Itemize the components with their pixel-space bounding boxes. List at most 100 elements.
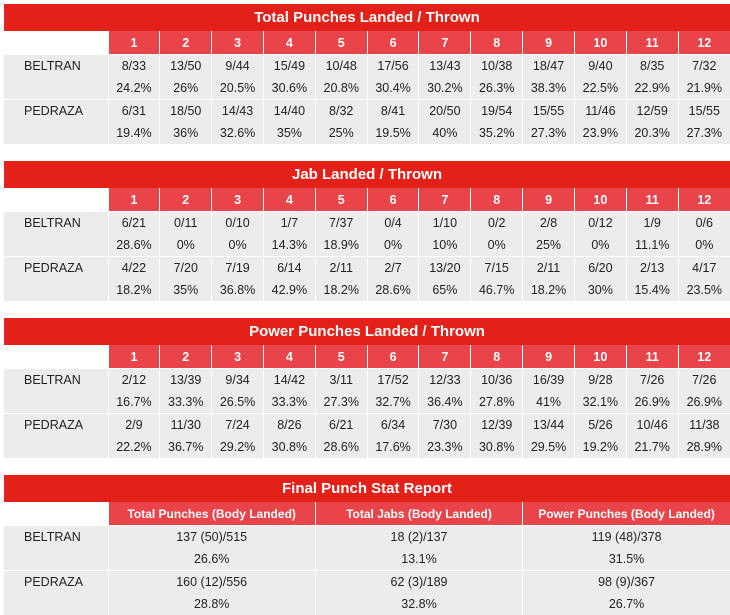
- stat-cell: 18 (2)/137: [314, 525, 523, 548]
- landed-thrown-cell: 12/59: [625, 99, 679, 122]
- round-number: 1: [107, 31, 160, 55]
- landed-thrown-cell: 0/10: [211, 211, 264, 234]
- landed-thrown-cell: 10/36: [470, 368, 523, 391]
- pct-cell: 11.1%: [625, 234, 679, 257]
- round-number: 7: [418, 345, 471, 369]
- pct-cell: 35%: [159, 279, 212, 301]
- pct-cell: 38.3%: [522, 77, 575, 100]
- round-number: 10: [573, 188, 627, 212]
- stat-cell: 137 (50)/515: [107, 525, 316, 548]
- landed-thrown-cell: 6/34: [366, 413, 419, 436]
- pct-cell: 10%: [418, 234, 471, 257]
- final-report-table: Total Punches (Body Landed) Total Jabs (…: [4, 502, 730, 615]
- landed-thrown-cell: 6/31: [107, 99, 160, 122]
- pct-cell: 26%: [159, 77, 212, 100]
- round-number: 2: [159, 31, 212, 55]
- pct-cell: 42.9%: [262, 279, 316, 301]
- landed-thrown-cell: 0/4: [366, 211, 419, 234]
- pct-cell: 28.6%: [366, 279, 419, 301]
- header-total-punches: Total Punches (Body Landed): [107, 502, 316, 526]
- beltran-landed-row: BELTRAN 8/33 13/50 9/44 15/49 10/48 17/56 13/43…: [4, 54, 730, 77]
- landed-thrown-cell: 9/28: [573, 368, 627, 391]
- pct-cell: 14.3%: [262, 234, 316, 257]
- round-number: 10: [573, 31, 627, 55]
- landed-thrown-cell: 10/48: [314, 54, 368, 77]
- pct-cell: 13.1%: [314, 548, 523, 571]
- round-number: 5: [314, 31, 368, 55]
- landed-thrown-cell: 0/2: [470, 211, 523, 234]
- pct-cell: 36.4%: [418, 391, 471, 414]
- pct-cell: 25%: [522, 234, 575, 257]
- pedraza-landed-row: PEDRAZA 4/22 7/20 7/19 6/14 2/11 2/7 13/20 7/15 2…: [4, 256, 730, 279]
- landed-thrown-cell: 13/44: [522, 413, 575, 436]
- landed-thrown-cell: 7/19: [211, 256, 264, 279]
- beltran-landed-row: BELTRAN 6/21 0/11 0/10 1/7 7/37 0/4 1/10 0/2 2/8 0…: [4, 211, 730, 234]
- pct-cell: 17.6%: [366, 436, 419, 458]
- landed-thrown-cell: 1/7: [262, 211, 316, 234]
- round-number: 12: [677, 345, 730, 369]
- pct-cell: 26.3%: [470, 77, 523, 100]
- pct-cell: 30.4%: [366, 77, 419, 100]
- landed-thrown-cell: 10/46: [625, 413, 679, 436]
- header-power-punches: Power Punches (Body Landed): [522, 502, 730, 526]
- pct-cell: 28.6%: [314, 436, 368, 458]
- final-beltran-values-row: BELTRAN 137 (50)/515 18 (2)/137 119 (48)…: [4, 525, 730, 548]
- stat-cell: 98 (9)/367: [522, 570, 730, 593]
- landed-thrown-cell: 14/40: [262, 99, 316, 122]
- fighter-name: BELTRAN: [4, 54, 108, 77]
- round-number: 12: [677, 188, 730, 212]
- beltran-pct-row: 16.7% 33.3% 26.5% 33.3% 27.3% 32.7% 36.4% 27.8%…: [4, 391, 730, 414]
- round-number: 11: [625, 31, 679, 55]
- landed-thrown-cell: 2/11: [314, 256, 368, 279]
- pct-cell: 18.2%: [522, 279, 575, 301]
- fighter-name: PEDRAZA: [4, 99, 108, 122]
- pct-cell: 22.2%: [107, 436, 160, 458]
- landed-thrown-cell: 2/12: [107, 368, 160, 391]
- round-number: 1: [107, 188, 160, 212]
- landed-thrown-cell: 14/43: [211, 99, 264, 122]
- landed-thrown-cell: 0/11: [159, 211, 212, 234]
- pct-cell: 23.3%: [418, 436, 471, 458]
- landed-thrown-cell: 2/7: [366, 256, 419, 279]
- total-punches-title: Total Punches Landed / Thrown: [4, 4, 730, 31]
- landed-thrown-cell: 4/22: [107, 256, 160, 279]
- pct-cell: 31.5%: [522, 548, 730, 571]
- landed-thrown-cell: 8/33: [107, 54, 160, 77]
- landed-thrown-cell: 2/9: [107, 413, 160, 436]
- landed-thrown-cell: 7/20: [159, 256, 212, 279]
- round-number: 6: [366, 31, 419, 55]
- header-spacer: [4, 345, 108, 369]
- pct-cell: 32.7%: [366, 391, 419, 414]
- pct-cell: 15.4%: [625, 279, 679, 301]
- landed-thrown-cell: 1/9: [625, 211, 679, 234]
- landed-thrown-cell: 0/12: [573, 211, 627, 234]
- round-number: 9: [522, 188, 575, 212]
- name-spacer: [4, 234, 108, 257]
- pedraza-landed-row: PEDRAZA 6/31 18/50 14/43 14/40 8/32 8/41 20/50 1…: [4, 99, 730, 122]
- pct-cell: 0%: [366, 234, 419, 257]
- landed-thrown-cell: 15/55: [677, 99, 730, 122]
- final-beltran-pct-row: 26.6% 13.1% 31.5%: [4, 548, 730, 571]
- pct-cell: 0%: [159, 234, 212, 257]
- name-spacer: [4, 593, 108, 615]
- pct-cell: 36%: [159, 122, 212, 144]
- pct-cell: 36.8%: [211, 279, 264, 301]
- landed-thrown-cell: 11/38: [677, 413, 730, 436]
- landed-thrown-cell: 4/17: [677, 256, 730, 279]
- round-number: 4: [262, 188, 316, 212]
- pedraza-landed-row: PEDRAZA 2/9 11/30 7/24 8/26 6/21 6/34 7/30 12/39…: [4, 413, 730, 436]
- round-header-row: 1 2 3 4 5 6 7 8 9 10 11 12: [4, 188, 730, 212]
- fighter-name: PEDRAZA: [4, 413, 108, 436]
- landed-thrown-cell: 5/26: [573, 413, 627, 436]
- landed-thrown-cell: 16/39: [522, 368, 575, 391]
- pct-cell: 65%: [418, 279, 471, 301]
- round-number: 3: [211, 345, 264, 369]
- round-number: 4: [262, 31, 316, 55]
- pct-cell: 18.2%: [314, 279, 368, 301]
- final-pedraza-values-row: PEDRAZA 160 (12)/556 62 (3)/189 98 (9)/3…: [4, 570, 730, 593]
- total-punches-table: 1 2 3 4 5 6 7 8 9 10 11 12 BELTRAN 8/33 13/50 9/44 15/49…: [4, 31, 730, 144]
- pct-cell: 22.5%: [573, 77, 627, 100]
- pct-cell: 19.2%: [573, 436, 627, 458]
- name-spacer: [4, 279, 108, 301]
